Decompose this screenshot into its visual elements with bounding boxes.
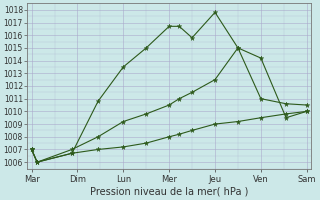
X-axis label: Pression niveau de la mer( hPa ): Pression niveau de la mer( hPa ) [90, 187, 248, 197]
